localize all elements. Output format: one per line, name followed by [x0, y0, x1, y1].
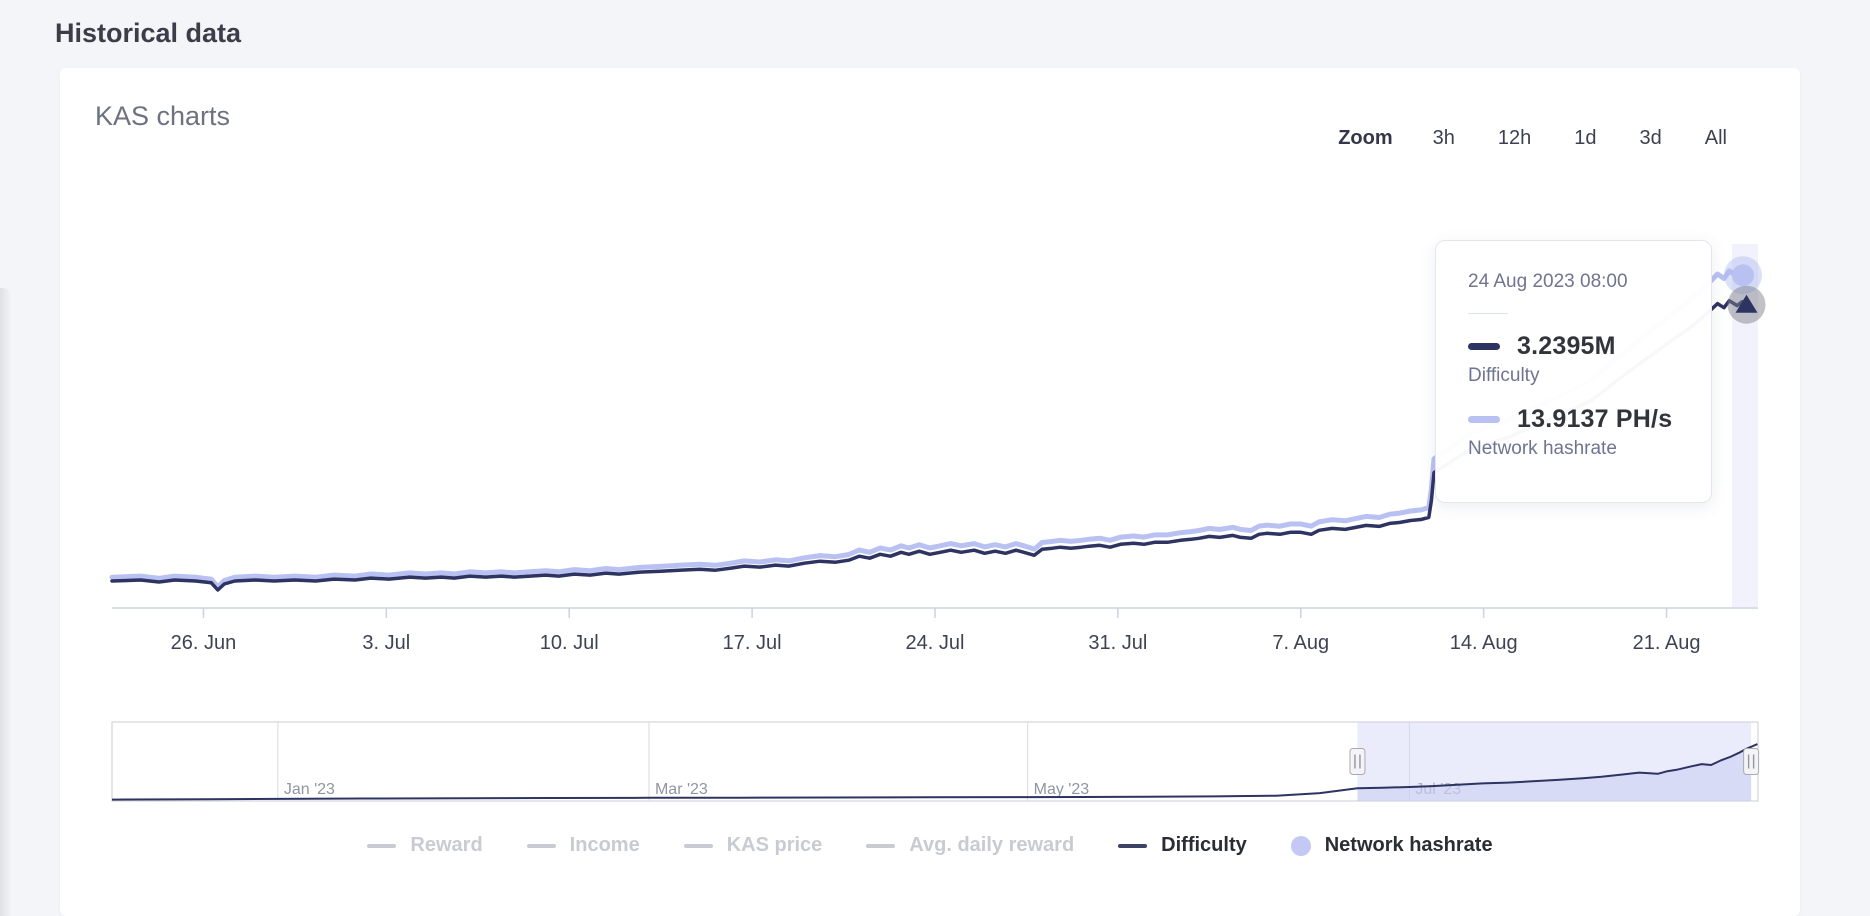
legend-item-label: Network hashrate: [1324, 834, 1493, 856]
x-axis-label: 14. Aug: [1450, 632, 1518, 654]
x-axis-label: 3. Jul: [362, 632, 410, 654]
chart-legend: Reward Income KAS price Avg. daily reward Di…: [60, 834, 1800, 857]
tooltip-difficulty-label: Difficulty: [1468, 365, 1540, 386]
legend-item-label: Avg. daily reward: [909, 834, 1075, 856]
navigator-month-label: May '23: [1034, 781, 1090, 798]
x-axis-label: 7. Aug: [1272, 632, 1329, 654]
range-button-3h[interactable]: 3h: [1430, 125, 1458, 152]
legend-dash-icon: [1118, 843, 1148, 848]
navigator-month-label: Jan '23: [284, 781, 335, 798]
tooltip-hashrate-value: 13.9137 PH/s: [1517, 405, 1673, 433]
navigator-area-fill: [1357, 746, 1752, 801]
hashrate-marker: [1732, 264, 1754, 287]
difficulty-series-swatch: [1468, 343, 1500, 350]
chart-plot-area[interactable]: 26. Jun 3. Jul 10. Jul 17. Jul 24. Jul 31. Ju…: [60, 68, 1800, 916]
x-axis-label: 17. Jul: [723, 632, 782, 654]
left-edge-shadow: [0, 288, 12, 916]
hashrate-series-swatch: [1468, 416, 1500, 423]
legend-dash-icon: [866, 843, 896, 848]
x-axis-label: 26. Jun: [171, 632, 237, 654]
legend-item-label: KAS price: [726, 834, 823, 856]
x-axis-label: 24. Jul: [906, 632, 965, 654]
tooltip-hashrate-label: Network hashrate: [1468, 438, 1617, 459]
navigator-month-label: Mar '23: [655, 781, 708, 798]
difficulty-marker: [1735, 294, 1758, 313]
range-button-12h[interactable]: 12h: [1495, 125, 1534, 152]
legend-circle-icon: [1290, 835, 1311, 856]
page-title: Historical data: [55, 18, 242, 48]
x-axis-label: 31. Jul: [1088, 632, 1147, 654]
legend-item-reward[interactable]: Reward: [367, 834, 483, 857]
legend-item-network-hashrate[interactable]: Network hashrate: [1290, 834, 1493, 857]
navigator-right-handle[interactable]: [1743, 748, 1760, 775]
difficulty-line: [110, 298, 1749, 592]
zoom-label: Zoom: [1338, 127, 1393, 149]
navigator-left-handle[interactable]: [1349, 748, 1366, 775]
chart-card-title: KAS charts: [95, 101, 231, 131]
legend-dash-icon: [367, 843, 397, 848]
legend-item-label: Difficulty: [1161, 834, 1247, 856]
legend-dash-icon: [683, 843, 713, 848]
range-button-all[interactable]: All: [1702, 125, 1730, 152]
range-button-3d[interactable]: 3d: [1637, 125, 1665, 152]
hashrate-line: [109, 268, 1749, 590]
legend-item-avg-daily-reward[interactable]: Avg. daily reward: [866, 834, 1074, 857]
legend-item-income[interactable]: Income: [526, 834, 640, 857]
range-button-1d[interactable]: 1d: [1571, 125, 1599, 152]
chart-card: KAS charts Zoom 3h 12h 1d 3d All 26. Jun 3. J…: [60, 68, 1800, 916]
legend-item-difficulty[interactable]: Difficulty: [1118, 834, 1247, 857]
x-axis-label: 21. Aug: [1633, 632, 1701, 654]
range-selector: Zoom 3h 12h 1d 3d All: [1338, 125, 1730, 152]
x-axis-label: 10. Jul: [540, 632, 599, 654]
legend-dash-icon: [526, 843, 556, 848]
legend-item-label: Income: [569, 834, 640, 856]
tooltip-difficulty-value: 3.2395M: [1517, 332, 1616, 360]
tooltip-date: 24 Aug 2023 08:00: [1468, 271, 1628, 292]
navigator-line: [111, 743, 1758, 801]
chart-tooltip: 24 Aug 2023 08:00 3.2395M Difficulty 13.…: [1435, 240, 1712, 503]
legend-item-label: Reward: [410, 834, 483, 856]
legend-item-kas-price[interactable]: KAS price: [683, 834, 823, 857]
tooltip-divider: [1468, 313, 1508, 314]
